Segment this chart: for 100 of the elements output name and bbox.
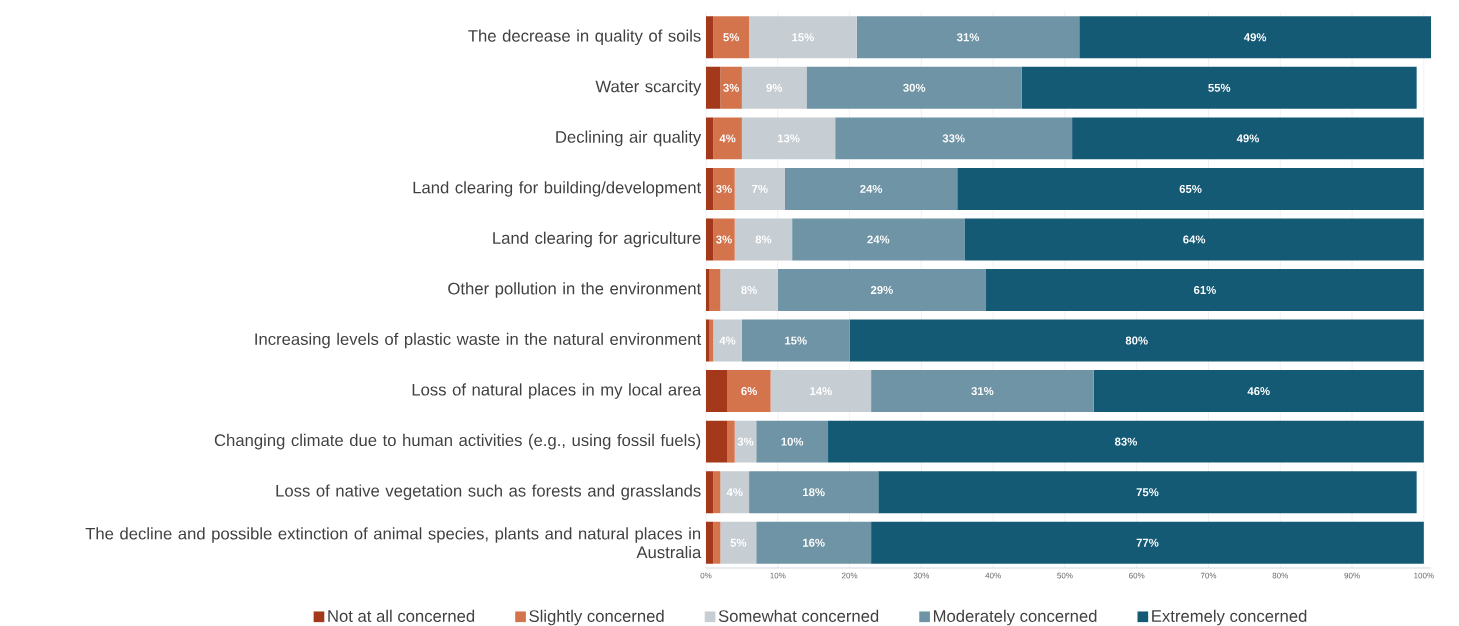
x-tick-label: 90% — [1344, 572, 1360, 579]
legend-label: Somewhat concerned — [718, 609, 879, 622]
bar — [1079, 16, 1431, 59]
data-label: 4% — [719, 134, 736, 143]
bar — [713, 319, 742, 362]
y-tick-label: Changing climate due to human activities (e.g., using fossil fuels) — [214, 433, 701, 450]
bar — [706, 420, 728, 463]
data-label: 13% — [777, 134, 800, 143]
bar — [792, 218, 965, 261]
x-tick-label: 60% — [1129, 572, 1145, 579]
data-label: 33% — [942, 134, 965, 143]
legend-label: Extremely concerned — [1152, 609, 1307, 626]
bar — [720, 471, 750, 514]
bar — [706, 117, 714, 160]
x-tick-label: 100% — [1414, 572, 1434, 579]
legend-label: Not at all concerned — [328, 609, 475, 622]
bar — [1093, 370, 1424, 413]
y-tick-label: Loss of native vegetation such as forests and grasslands — [276, 484, 701, 500]
bar — [706, 16, 714, 59]
legend-label: Slightly concerned — [529, 609, 664, 626]
data-label: 75% — [1136, 488, 1159, 497]
data-label: 30% — [903, 83, 926, 92]
data-label: 83% — [1114, 437, 1137, 446]
data-label: 55% — [1208, 83, 1231, 92]
y-tick-label: Other pollution in the environment — [448, 282, 702, 298]
bar — [706, 319, 710, 362]
bar — [706, 370, 728, 413]
x-tick-label: 70% — [1200, 572, 1217, 579]
data-label: 9% — [766, 83, 783, 92]
data-label: 18% — [803, 488, 825, 497]
bar — [734, 420, 757, 463]
bar — [720, 521, 757, 564]
bar — [784, 167, 958, 210]
data-label: 8% — [755, 235, 772, 244]
data-label: 24% — [860, 184, 883, 193]
bar — [806, 66, 1022, 109]
data-label: 14% — [810, 387, 832, 396]
bar — [1021, 66, 1417, 109]
bar — [709, 269, 721, 311]
x-tick-label: 50% — [1057, 572, 1073, 579]
y-tick-label: Land clearing for agriculture — [493, 231, 701, 248]
data-label: 10% — [781, 437, 804, 446]
bar — [856, 16, 1080, 59]
y-tick-label: The decrease in quality of soils — [468, 29, 701, 46]
bar — [828, 420, 1424, 463]
bar — [734, 167, 785, 210]
bar — [713, 117, 742, 160]
bar — [964, 218, 1424, 261]
data-label: 29% — [870, 285, 893, 294]
legend-label: Moderately concerned — [933, 609, 1097, 626]
data-label: 31% — [971, 387, 994, 396]
data-label: 16% — [803, 538, 825, 547]
bar — [727, 420, 735, 463]
data-label: 5% — [723, 33, 740, 42]
data-label: 46% — [1247, 387, 1270, 396]
bar — [741, 66, 807, 109]
data-label: 49% — [1243, 33, 1267, 42]
y-tick-label: Land clearing for building/development — [413, 181, 702, 197]
bar — [713, 521, 721, 564]
data-label: 49% — [1236, 134, 1260, 143]
bar — [985, 269, 1424, 311]
x-tick-label: 80% — [1272, 572, 1288, 579]
bar — [706, 66, 721, 109]
x-tick-label: 10% — [770, 572, 786, 579]
data-label: 4% — [726, 488, 743, 497]
bar — [706, 471, 714, 514]
bar — [734, 218, 793, 261]
bar — [706, 269, 710, 311]
bar — [741, 319, 850, 362]
bar — [713, 218, 735, 261]
bar — [720, 66, 742, 109]
bar — [849, 319, 1424, 362]
data-label: 3% — [716, 235, 732, 244]
bar — [727, 370, 771, 413]
y-tick-label: Increasing levels of plastic waste in the natural environment — [255, 332, 702, 349]
bar — [749, 471, 879, 514]
bar — [706, 167, 714, 210]
data-label: 3% — [723, 83, 740, 92]
data-label: 4% — [719, 336, 736, 345]
data-label: 65% — [1179, 184, 1202, 193]
data-label: 80% — [1125, 336, 1148, 345]
bar — [878, 471, 1417, 514]
bar — [1072, 117, 1424, 160]
data-label: 31% — [956, 33, 980, 42]
x-tick-label: 40% — [985, 572, 1001, 579]
bar — [770, 370, 872, 413]
data-label: 5% — [730, 538, 747, 547]
data-label: 7% — [752, 184, 768, 193]
bar — [777, 269, 986, 311]
data-label: 8% — [741, 285, 757, 294]
bar — [957, 167, 1424, 210]
y-tick-label: Water scarcity — [595, 80, 702, 96]
bar — [706, 521, 714, 564]
bar — [756, 521, 872, 564]
bar — [835, 117, 1073, 160]
bar — [713, 167, 735, 210]
bar — [741, 117, 836, 160]
x-tick-label: 30% — [913, 572, 930, 579]
bar — [713, 16, 750, 59]
bar — [706, 218, 714, 261]
